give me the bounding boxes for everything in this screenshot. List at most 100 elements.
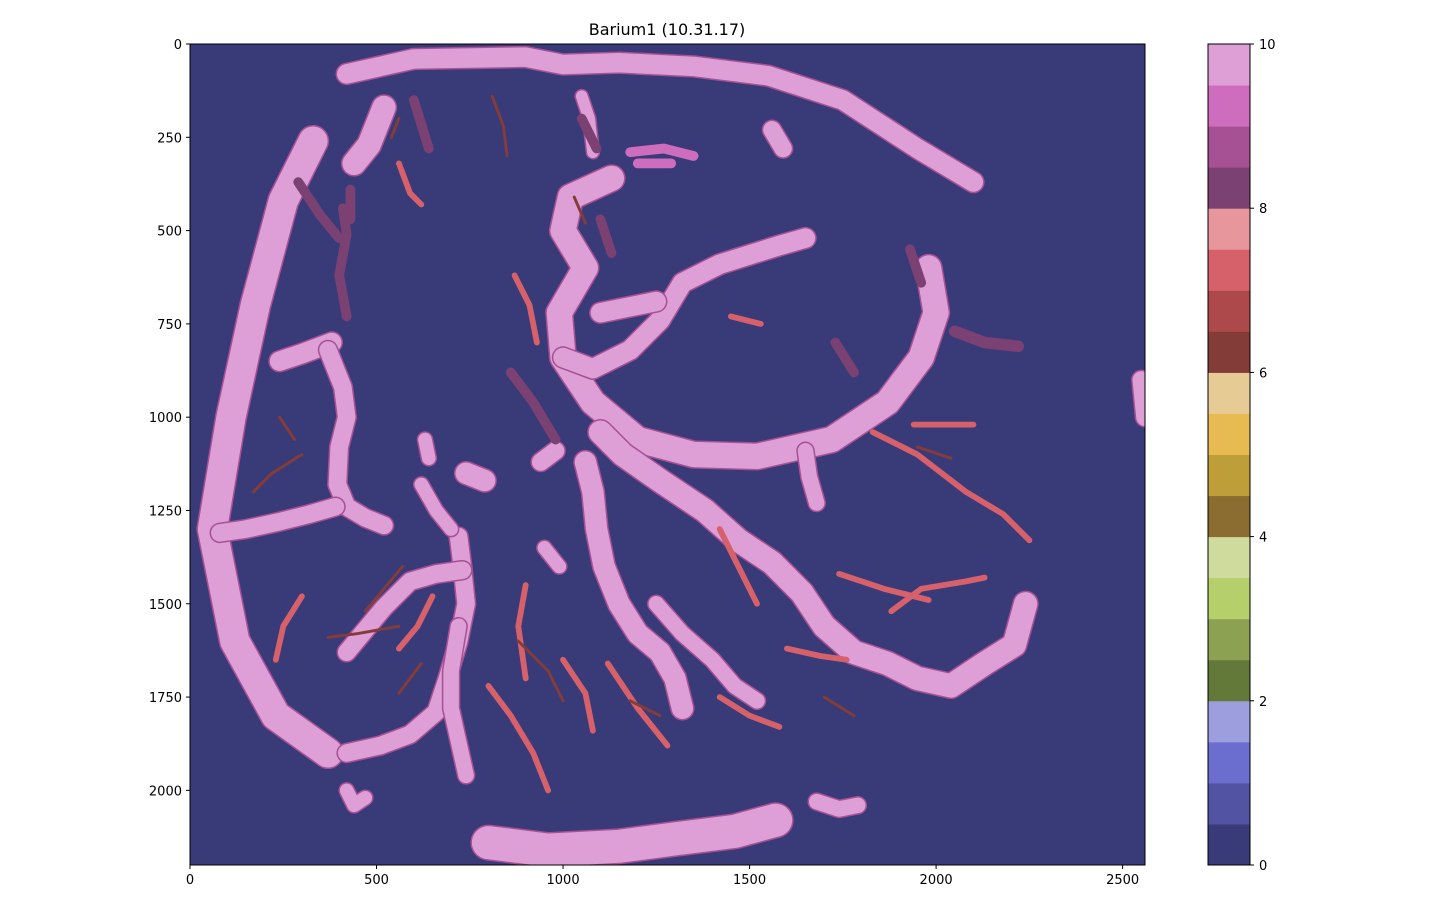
- vessel-20: [537, 541, 567, 574]
- vessel-25: [418, 432, 436, 465]
- y-tick-label: 1750: [149, 691, 182, 706]
- y-axis: 0 250 500 750 1000 1250 1500 1750 2000: [149, 38, 190, 799]
- colorbar-tick-label: 6: [1259, 366, 1267, 381]
- vessel-0: [197, 126, 343, 768]
- vessel-22: [808, 793, 866, 817]
- vessel-8: [574, 451, 694, 719]
- vessel-19: [531, 442, 565, 471]
- colorbar-segment: [1208, 290, 1250, 332]
- vessel-63: [915, 445, 953, 460]
- x-tick-label: 1000: [547, 873, 580, 888]
- x-tick-label: 1500: [733, 873, 766, 888]
- vessel-53: [272, 593, 305, 663]
- colorbar-tick-label: 2: [1259, 695, 1267, 710]
- vessel-38: [576, 113, 602, 154]
- vessel-56: [490, 94, 509, 158]
- plot-frame: [189, 43, 1146, 866]
- vessel-46: [485, 683, 551, 794]
- y-tick-label: 2000: [149, 784, 182, 799]
- colorbar-segment: [1208, 85, 1250, 127]
- vessel-59: [326, 624, 401, 639]
- colorbar-tick-label: 4: [1259, 531, 1267, 546]
- y-tick-label: 500: [157, 225, 182, 240]
- vessel-47: [604, 660, 671, 749]
- vessel-27: [625, 143, 699, 161]
- vessel-33: [905, 244, 927, 288]
- vessel-5: [553, 228, 816, 379]
- vessel-34: [830, 337, 859, 378]
- vessel-37: [505, 367, 561, 445]
- vessel-43: [511, 272, 540, 346]
- chart-title: Barium1 (10.31.17): [589, 20, 746, 39]
- colorbar-tick-label: 8: [1259, 202, 1267, 217]
- x-tick-label: 0: [186, 873, 194, 888]
- vessel-49: [784, 645, 850, 663]
- vessel-58: [251, 453, 304, 494]
- colorbar-segment: [1208, 208, 1250, 250]
- vessel-36: [408, 95, 434, 154]
- vessel-21: [763, 121, 792, 158]
- colorbar-segment: [1208, 700, 1250, 743]
- x-tick-label: 500: [364, 873, 389, 888]
- colorbar-segment: [1208, 44, 1250, 86]
- colorbar-segment: [1208, 249, 1250, 291]
- colorbar-segment: [1208, 372, 1250, 414]
- plot-area: [189, 43, 1146, 866]
- vessel-42: [836, 571, 932, 603]
- colorbar-segment: [1208, 823, 1250, 866]
- vessel-17: [414, 477, 458, 536]
- x-axis: 0 500 1000 1500 2000 2500: [186, 865, 1139, 888]
- vessel-23: [339, 783, 373, 813]
- colorbar-segment: [1208, 659, 1250, 702]
- vessel-57: [363, 565, 405, 613]
- vessel-66: [572, 195, 587, 225]
- colorbar-segment: [1208, 741, 1250, 784]
- vessel-10: [319, 341, 393, 535]
- vessel-7: [588, 420, 1038, 698]
- vessel-3: [342, 95, 396, 176]
- vessel-45: [716, 526, 760, 607]
- vessel-layer: [196, 45, 1145, 865]
- y-tick-label: 250: [157, 131, 182, 146]
- colorbar-segment: [1208, 618, 1250, 661]
- vessel-54: [396, 593, 436, 652]
- vessel-18: [455, 462, 496, 492]
- vessel-40: [869, 429, 1033, 544]
- vessel-52: [560, 656, 596, 734]
- vessel-14: [443, 618, 474, 784]
- x-tick-label: 2000: [920, 873, 953, 888]
- y-tick-label: 1250: [149, 504, 182, 519]
- colorbar-segment: [1208, 167, 1250, 209]
- vessel-4: [546, 165, 949, 469]
- colorbar-segment: [1208, 126, 1250, 168]
- vessel-64: [278, 415, 296, 442]
- y-tick-label: 0: [174, 38, 182, 53]
- vessel-16: [797, 443, 825, 511]
- colorbar-axis: 0 2 4 6 8 10: [1250, 38, 1276, 874]
- y-tick-label: 1000: [149, 411, 182, 426]
- colorbar-tick-label: 0: [1259, 859, 1267, 874]
- vessel-51: [515, 582, 529, 682]
- vessel-50: [728, 313, 764, 327]
- y-tick-label: 1500: [149, 598, 182, 613]
- y-tick-label: 750: [157, 318, 182, 333]
- vessel-44: [396, 160, 425, 208]
- vessel-11: [211, 497, 345, 542]
- vessel-65: [397, 662, 423, 695]
- colorbar-segment: [1208, 413, 1250, 455]
- colorbar-segment: [1208, 331, 1250, 373]
- colorbar-frame: [1207, 43, 1251, 866]
- vessel-55: [389, 117, 401, 139]
- vessel-15: [648, 596, 765, 709]
- vessel-60: [628, 699, 662, 718]
- colorbar-segment: [1208, 577, 1250, 620]
- colorbar-segment: [1208, 454, 1250, 497]
- vessel-24: [1132, 371, 1145, 426]
- vessel-62: [822, 695, 856, 718]
- vessel-41: [888, 574, 988, 615]
- x-tick-label: 2500: [1106, 873, 1139, 888]
- vessel-35: [595, 214, 617, 258]
- vessel-61: [516, 639, 565, 703]
- vessel-1: [337, 47, 984, 192]
